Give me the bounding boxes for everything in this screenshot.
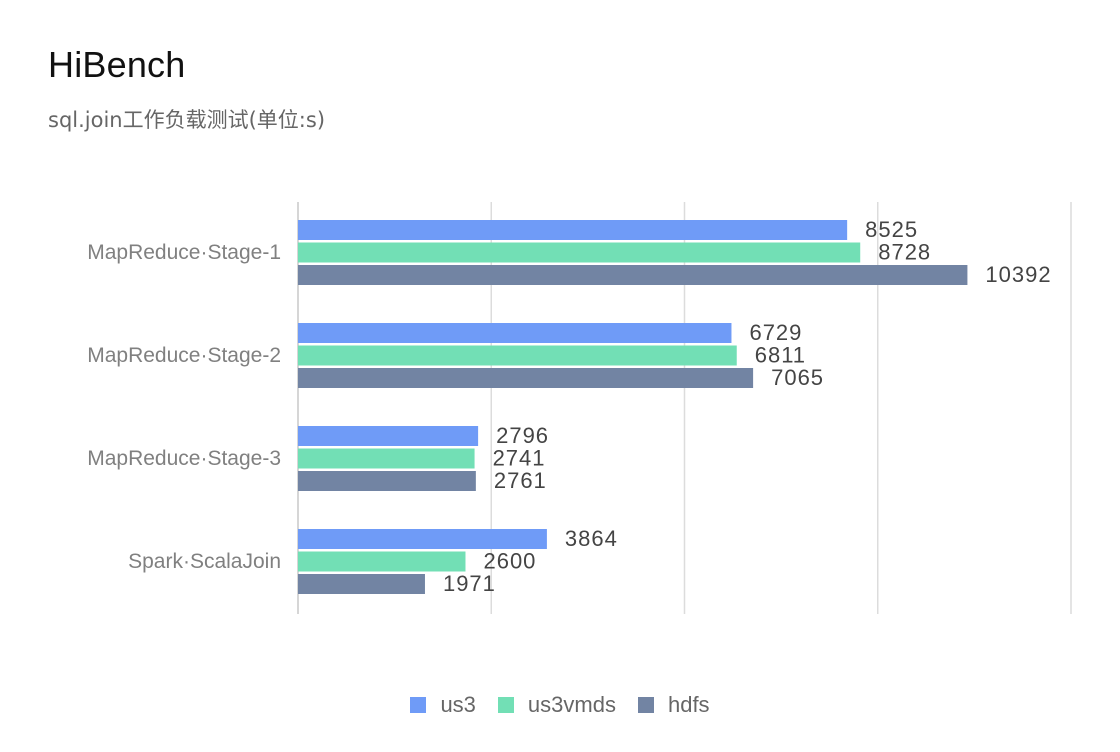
data-label: 1971 [443, 571, 496, 596]
bar-us3-2 [298, 323, 732, 343]
bar-us3vmds-3 [298, 448, 475, 469]
legend-swatch [637, 697, 654, 713]
bar-us3-4 [298, 529, 547, 549]
bar-hdfs-3 [298, 471, 476, 491]
data-label: 6811 [755, 342, 806, 367]
bar-us3vmds-2 [298, 345, 737, 366]
data-label: 6729 [749, 320, 802, 345]
legend-swatch [497, 697, 514, 713]
bar-us3-3 [298, 426, 479, 446]
data-label: 10392 [985, 262, 1051, 287]
chart-title: HiBench [48, 44, 186, 85]
data-label: 2796 [496, 423, 549, 448]
legend-item-us3vmds[interactable]: us3vmds [497, 692, 616, 718]
legend-label: us3 [440, 692, 476, 717]
bar-hdfs-4 [298, 574, 425, 594]
category-label: Spark·ScalaJoin [128, 550, 281, 573]
legend-item-hdfs[interactable]: hdfs [637, 692, 710, 718]
bar-hdfs-2 [298, 368, 754, 388]
bar-hdfs-1 [298, 265, 968, 285]
bar-us3-1 [298, 220, 848, 240]
legend-label: us3vmds [527, 692, 616, 717]
legend-swatch [410, 697, 427, 713]
category-label: MapReduce·Stage-3 [87, 447, 281, 470]
data-label: 2761 [494, 468, 547, 493]
data-label: 3864 [565, 526, 618, 551]
data-label: 7065 [771, 365, 824, 390]
category-label: MapReduce·Stage-2 [87, 344, 281, 367]
category-label: MapReduce·Stage-1 [87, 241, 281, 264]
chart-legend: us3 us3vmds hdfs [0, 692, 1120, 718]
data-label: 2600 [483, 548, 536, 573]
bar-us3vmds-1 [298, 242, 861, 263]
data-label: 8728 [878, 239, 931, 264]
data-label: 2741 [493, 445, 546, 470]
data-label: 8525 [865, 217, 918, 242]
chart-subtitle: sql.join工作负载测试(单位:s) [48, 108, 326, 132]
legend-label: hdfs [667, 692, 710, 717]
legend-item-us3[interactable]: us3 [410, 692, 476, 718]
bar-us3vmds-4 [298, 551, 466, 572]
